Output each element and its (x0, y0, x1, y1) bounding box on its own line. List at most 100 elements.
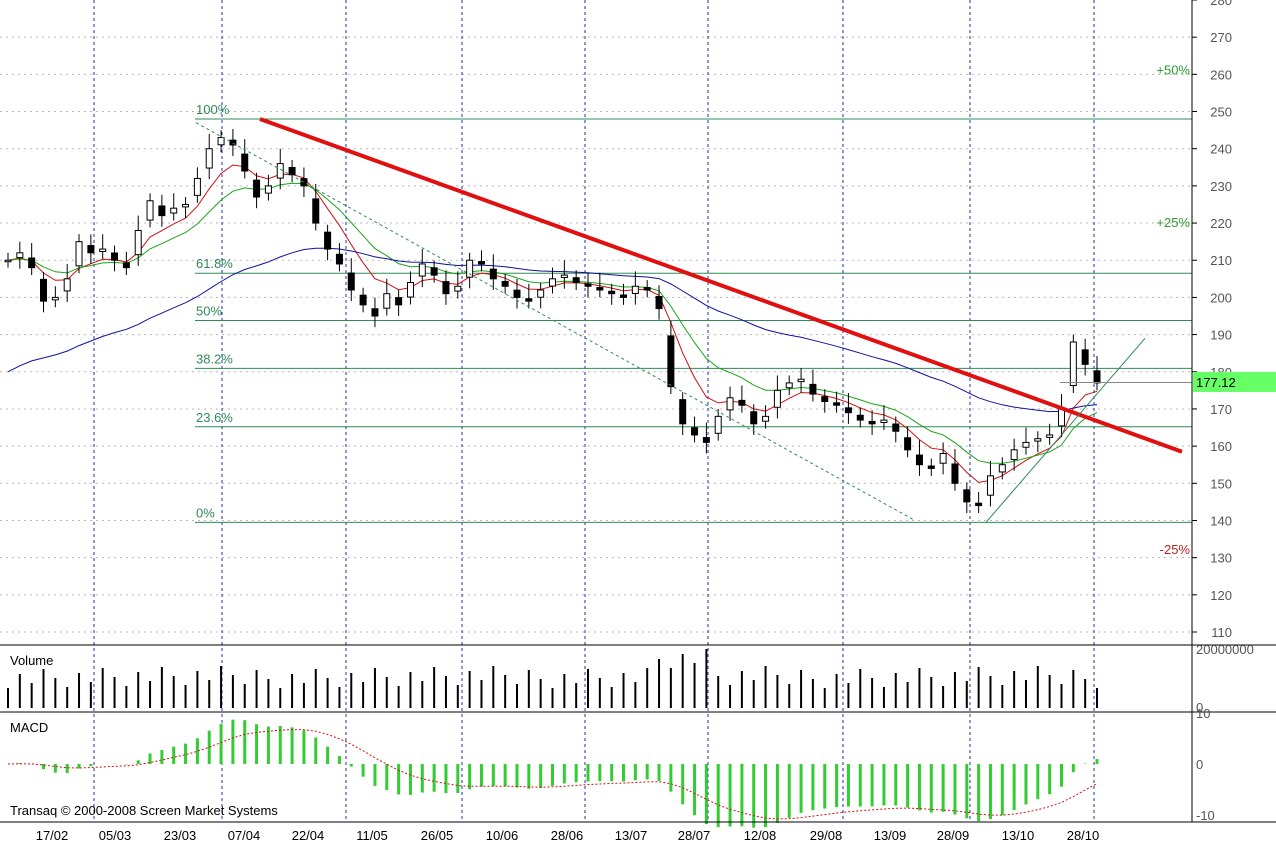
candle-body (939, 453, 947, 464)
candle-body (691, 427, 699, 436)
candle-body (122, 262, 130, 269)
candle-body (750, 411, 758, 425)
candle-body (406, 282, 414, 298)
macd-axis-min: -10 (1196, 808, 1215, 823)
candle-body (383, 293, 391, 309)
candle-body (418, 263, 426, 277)
projection-label: +50% (1156, 63, 1190, 78)
macd-histogram (7, 719, 1099, 828)
candle-body (655, 295, 663, 310)
candle-body (111, 252, 119, 261)
candle-body (312, 198, 320, 224)
candle-body (773, 389, 781, 408)
candle-body (560, 274, 568, 279)
candle-body (146, 200, 154, 221)
candle-body (241, 153, 249, 172)
fib-level-label: 0% (196, 505, 215, 520)
candle-body (596, 287, 604, 291)
volume-axis-zero: 0 (1196, 700, 1203, 715)
price-tick-label: 150 (1210, 476, 1232, 491)
candle-body (264, 185, 272, 194)
date-tick-label: 13/10 (1002, 828, 1035, 843)
price-tick-label: 140 (1210, 513, 1232, 528)
volume-bars (7, 649, 1098, 708)
candle-body (620, 294, 628, 298)
date-tick-label: 05/03 (99, 828, 132, 843)
fib-diagonal-line (195, 122, 916, 521)
price-tick-label: 260 (1210, 67, 1232, 82)
candle-body (288, 166, 296, 176)
candle-body (51, 296, 59, 301)
candle-body (75, 241, 83, 267)
candle-body (821, 396, 829, 403)
price-tick-label: 250 (1210, 105, 1232, 120)
candle-body (643, 287, 651, 291)
candle-body (276, 163, 284, 179)
date-tick-label: 28/10 (1067, 828, 1100, 843)
macd-signal-line (7, 729, 1098, 820)
candle-body (525, 298, 533, 302)
copyright-text: Transaq © 2000-2008 Screen Market System… (10, 803, 278, 818)
candle-body (477, 261, 485, 265)
candle-body (63, 278, 71, 292)
candle-body (359, 294, 367, 306)
fib-level-label: 100% (196, 102, 230, 117)
date-tick-label: 28/09 (937, 828, 970, 843)
date-tick-label: 07/04 (228, 828, 261, 843)
volume-axis-max: 20000000 (1196, 642, 1254, 657)
date-tick-label: 28/07 (678, 828, 711, 843)
price-axis: 2802702602502402302202102001901801701601… (1192, 0, 1232, 640)
candle-body (193, 177, 201, 196)
candle-body (324, 231, 332, 250)
trend-lines (195, 117, 1192, 523)
date-tick-label: 12/08 (744, 828, 777, 843)
candle-body (205, 148, 213, 169)
candle-body (513, 289, 521, 298)
candle-body (1093, 370, 1101, 384)
candle-body (738, 399, 746, 406)
candle-body (158, 205, 166, 217)
price-tick-label: 230 (1210, 179, 1232, 194)
date-tick-label: 26/05 (421, 828, 454, 843)
date-tick-label: 13/07 (615, 828, 648, 843)
volume-title: Volume (10, 653, 53, 668)
candle-body (572, 277, 580, 284)
candle-body (253, 179, 261, 198)
candle-body (762, 415, 770, 422)
candle-body (963, 489, 971, 503)
fib-level-label: 23.6% (196, 410, 233, 425)
price-tick-label: 270 (1210, 30, 1232, 45)
projection-label: +25% (1156, 215, 1190, 230)
uptrend-line (985, 337, 1146, 523)
candle-body (16, 252, 24, 259)
candle-body (28, 257, 36, 269)
candle-body (667, 335, 675, 388)
price-tick-label: 200 (1210, 290, 1232, 305)
candle-body (229, 139, 237, 146)
date-tick-label: 11/05 (356, 828, 388, 843)
candle-body (430, 267, 438, 276)
candle-body (833, 402, 841, 406)
candle-body (549, 278, 556, 287)
price-tick-label: 120 (1210, 588, 1232, 603)
candle-body (1022, 441, 1030, 448)
candle-body (300, 178, 308, 187)
downtrend-line (259, 117, 1183, 454)
candle-body (868, 420, 876, 425)
price-tick-label: 190 (1210, 328, 1232, 343)
fibonacci-levels: 100% 61.8% 50% 38.2% 23.6% 0% +50% +25% -25% (195, 63, 1192, 557)
last-price-value: 177.12 (1196, 375, 1236, 390)
candle-body (217, 137, 225, 146)
date-tick-label: 22/04 (292, 828, 325, 843)
macd-axis-max: 10 (1196, 706, 1210, 721)
date-tick-label: 13/09 (874, 828, 907, 843)
candle-body (892, 423, 900, 432)
price-tick-label: 220 (1210, 216, 1232, 231)
candle-body (501, 280, 509, 287)
candle-body (631, 285, 639, 295)
candle-body (4, 259, 12, 263)
date-tick-label: 29/08 (810, 828, 843, 843)
candle-body (537, 289, 545, 298)
candle-body (679, 399, 687, 425)
